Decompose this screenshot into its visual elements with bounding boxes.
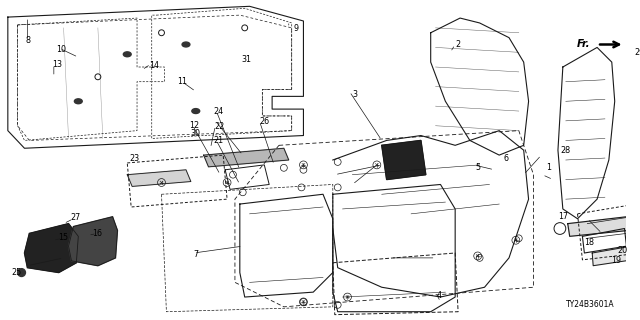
Text: 20: 20 <box>618 245 628 254</box>
Text: 13: 13 <box>52 60 62 68</box>
Text: 4: 4 <box>437 291 442 300</box>
Text: 2: 2 <box>456 40 461 49</box>
Text: 8: 8 <box>26 36 31 45</box>
Polygon shape <box>204 148 289 167</box>
Ellipse shape <box>74 99 82 104</box>
Text: 3: 3 <box>353 90 358 99</box>
Text: 12: 12 <box>189 121 199 130</box>
Text: 17: 17 <box>558 212 568 221</box>
Text: 1: 1 <box>546 163 550 172</box>
Text: 7: 7 <box>193 251 198 260</box>
Text: 21: 21 <box>213 136 223 145</box>
Ellipse shape <box>192 108 200 114</box>
Polygon shape <box>381 140 426 180</box>
Text: 18: 18 <box>584 238 595 247</box>
Text: 6: 6 <box>504 154 509 163</box>
Polygon shape <box>127 170 191 187</box>
Polygon shape <box>592 246 632 266</box>
Text: 5: 5 <box>475 163 480 172</box>
Ellipse shape <box>182 42 190 47</box>
Text: 16: 16 <box>92 229 102 238</box>
Text: 24: 24 <box>213 107 223 116</box>
Text: 9: 9 <box>293 24 298 33</box>
Text: 19: 19 <box>612 256 621 265</box>
Text: 31: 31 <box>242 55 252 64</box>
Text: 10: 10 <box>56 45 66 54</box>
Polygon shape <box>24 224 78 273</box>
Text: 30: 30 <box>191 129 201 138</box>
Text: 28: 28 <box>561 146 571 155</box>
Polygon shape <box>68 217 118 266</box>
Text: 27: 27 <box>70 213 81 222</box>
Text: 15: 15 <box>59 233 68 242</box>
Text: 22: 22 <box>214 122 225 131</box>
Text: 11: 11 <box>177 77 187 86</box>
Text: Fr.: Fr. <box>577 39 590 50</box>
Text: TY24B3601A: TY24B3601A <box>566 300 614 309</box>
Text: 23: 23 <box>129 154 139 163</box>
Text: 25: 25 <box>12 268 22 277</box>
Text: 26: 26 <box>259 117 269 126</box>
Circle shape <box>18 269 26 276</box>
Text: 14: 14 <box>148 60 159 69</box>
Ellipse shape <box>124 52 131 57</box>
Polygon shape <box>568 217 628 236</box>
Text: 29: 29 <box>634 48 640 57</box>
